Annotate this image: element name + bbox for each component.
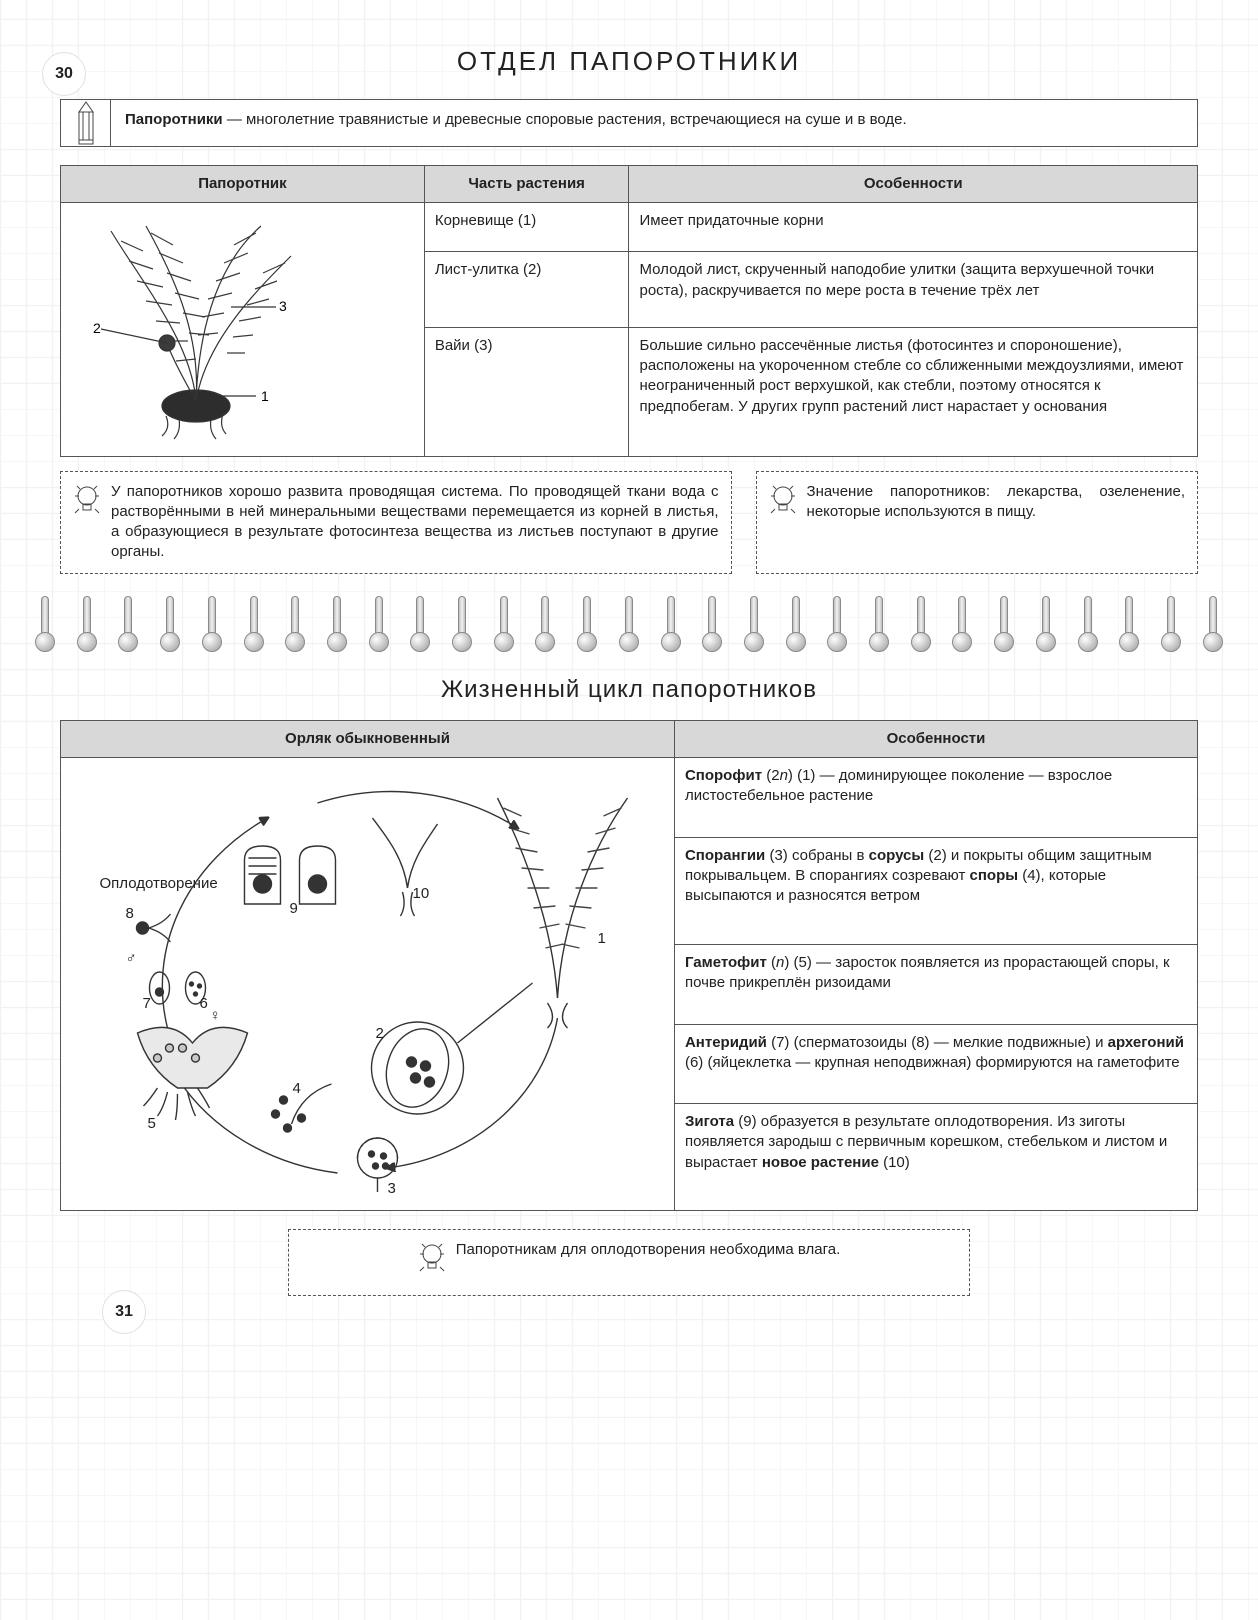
cycle-n10: 10 xyxy=(412,885,429,902)
cycle-n7: 7 xyxy=(142,995,150,1012)
cycle-n3: 3 xyxy=(387,1180,395,1197)
cycle-feat-3: Антеридий (7) (сперматозоиды (8) — мелки… xyxy=(674,1024,1197,1103)
pencil-icon xyxy=(61,100,111,146)
cycle-feat-4: Зигота (9) образуется в результате оплод… xyxy=(674,1104,1197,1211)
fern-label-1: 1 xyxy=(261,388,269,404)
fern-table: Папоротник Часть растения Особенности xyxy=(60,165,1198,457)
binder-ring xyxy=(1031,596,1061,652)
female-symbol: ♀ xyxy=(209,1007,220,1024)
fern-feat-2: Большие сильно рассечённые листья (фотос… xyxy=(629,327,1198,456)
fern-part-1: Лист-улитка (2) xyxy=(424,252,629,328)
binder-ring xyxy=(1073,596,1103,652)
binder-ring xyxy=(197,596,227,652)
section-title: ОТДЕЛ ПАПОРОТНИКИ xyxy=(60,44,1198,79)
lifecycle-diagram-icon: 1 2 3 4 5 6 7 8 9 10 ♂ ♀ Оплодотворение xyxy=(67,758,668,1198)
binder-ring xyxy=(72,596,102,652)
page-number-bottom: 31 xyxy=(102,1290,146,1334)
tip-row: У папоротников хорошо развита проводящая… xyxy=(60,471,1198,574)
definition-text: Папоротники — многолетние травянистые и … xyxy=(111,100,921,146)
fern-image-cell: 2 3 1 xyxy=(61,203,425,456)
definition-lead: Папоротники xyxy=(125,111,223,128)
binder-ring xyxy=(364,596,394,652)
binder-ring xyxy=(447,596,477,652)
bulb-icon xyxy=(418,1240,446,1284)
bulb-icon xyxy=(73,482,101,526)
binder-ring xyxy=(906,596,936,652)
tip-bottom: Папоротникам для оплодотворения необходи… xyxy=(288,1229,971,1295)
bulb-icon xyxy=(769,482,797,526)
binder-ring xyxy=(530,596,560,652)
cycle-n4: 4 xyxy=(292,1080,300,1097)
cycle-n9: 9 xyxy=(289,900,297,917)
binder-ring xyxy=(822,596,852,652)
definition-body: — многолетние травянистые и древесные сп… xyxy=(223,111,907,128)
binder-ring xyxy=(239,596,269,652)
binder-ring xyxy=(322,596,352,652)
binder-ring xyxy=(989,596,1019,652)
fern-th-2: Особенности xyxy=(629,166,1198,203)
fern-label-2: 2 xyxy=(93,320,101,336)
binder-ring xyxy=(1198,596,1228,652)
cycle-th-0: Орляк обыкновенный xyxy=(61,720,675,757)
fern-feat-0: Имеет придаточные корни xyxy=(629,203,1198,252)
binder-ring xyxy=(280,596,310,652)
tip-left-text: У папоротников хорошо развита проводящая… xyxy=(111,482,719,563)
binder-ring xyxy=(656,596,686,652)
cycle-feat-0: Спорофит (2n) (1) — доминирующее поколен… xyxy=(674,758,1197,837)
cycle-n1: 1 xyxy=(597,930,605,947)
fern-feat-1: Молодой лист, скрученный наподобие улитк… xyxy=(629,252,1198,328)
fern-label-3: 3 xyxy=(279,298,287,314)
cycle-n8: 8 xyxy=(125,905,133,922)
binder-ring xyxy=(489,596,519,652)
page-number-bottom-value: 31 xyxy=(115,1301,133,1323)
binder-ring xyxy=(947,596,977,652)
binder-ring xyxy=(572,596,602,652)
page-number-top: 30 xyxy=(42,52,86,96)
cycle-n2: 2 xyxy=(375,1025,383,1042)
cycle-diagram-cell: 1 2 3 4 5 6 7 8 9 10 ♂ ♀ Оплодотворение xyxy=(61,758,675,1211)
binder-ring xyxy=(1114,596,1144,652)
cycle-feat-1: Спорангии (3) собраны в сорусы (2) и пок… xyxy=(674,837,1197,944)
binder-ring xyxy=(781,596,811,652)
binder-ring xyxy=(614,596,644,652)
cycle-th-1: Особенности xyxy=(674,720,1197,757)
cycle-feat-2: Гаметофит (n) (5) — заросток появляется … xyxy=(674,945,1197,1024)
page-number-top-value: 30 xyxy=(55,63,73,85)
binder-ring xyxy=(155,596,185,652)
fern-th-1: Часть растения xyxy=(424,166,629,203)
fertilization-label: Оплодотворение xyxy=(99,875,217,892)
binder-ring xyxy=(697,596,727,652)
fern-illustration-icon: 2 3 1 xyxy=(71,211,311,441)
binder-ring xyxy=(113,596,143,652)
tip-right: Значение папоротников: лекарства, озелен… xyxy=(756,471,1198,574)
binder-ring xyxy=(864,596,894,652)
binder-ring xyxy=(1156,596,1186,652)
tip-bottom-text: Папоротникам для оплодотворения необходи… xyxy=(456,1240,841,1260)
tip-right-text: Значение папоротников: лекарства, озелен… xyxy=(807,482,1185,523)
cycle-table: Орляк обыкновенный Особенности xyxy=(60,720,1198,1212)
fern-part-2: Вайи (3) xyxy=(424,327,629,456)
binder-ring xyxy=(30,596,60,652)
male-symbol: ♂ xyxy=(125,950,136,967)
binder-ring xyxy=(739,596,769,652)
cycle-n5: 5 xyxy=(147,1115,155,1132)
spiral-binder: /*placeholder just to keep structure inl… xyxy=(30,594,1228,654)
cycle-n6: 6 xyxy=(199,995,207,1012)
binder-ring xyxy=(405,596,435,652)
fern-th-0: Папоротник xyxy=(61,166,425,203)
tip-left: У папоротников хорошо развита проводящая… xyxy=(60,471,732,574)
fern-part-0: Корневище (1) xyxy=(424,203,629,252)
cycle-title: Жизненный цикл папоротников xyxy=(60,674,1198,706)
definition-box: Папоротники — многолетние травянистые и … xyxy=(60,99,1198,147)
